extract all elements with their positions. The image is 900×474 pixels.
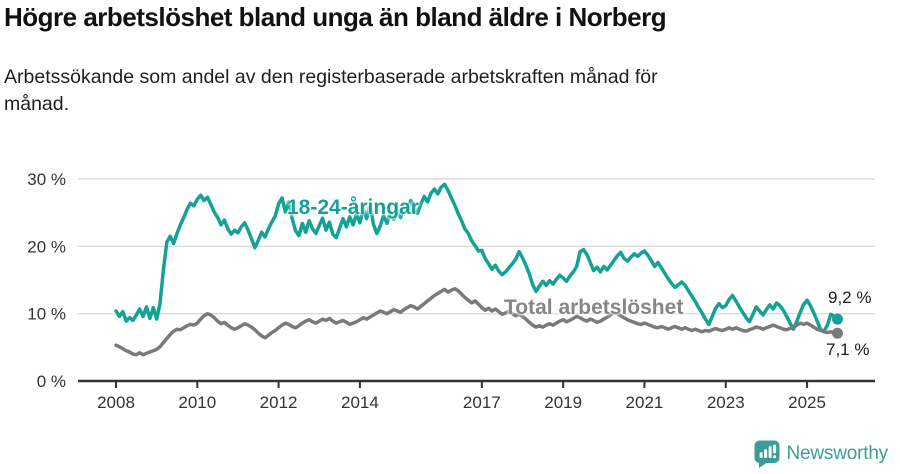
end-value-young: 9,2 % bbox=[828, 288, 872, 307]
y-axis-tick-label: 20 % bbox=[27, 237, 66, 256]
chart-subtitle: Arbetssökande som andel av den registerb… bbox=[4, 66, 658, 115]
x-axis-tick-label: 2017 bbox=[463, 393, 501, 412]
series-end-dot-1 bbox=[832, 327, 843, 339]
y-axis-tick-label: 30 % bbox=[27, 170, 66, 189]
x-axis-tick-label: 2019 bbox=[544, 393, 582, 412]
newsworthy-logo[interactable]: Newsworthy bbox=[754, 440, 888, 468]
series-line-0 bbox=[114, 182, 840, 333]
x-axis-tick-label: 2008 bbox=[97, 393, 135, 412]
x-axis-tick-label: 2014 bbox=[341, 393, 379, 412]
y-axis-tick-label: 10 % bbox=[27, 305, 66, 324]
newsworthy-wordmark: Newsworthy bbox=[786, 443, 889, 464]
x-axis-tick-label: 2025 bbox=[788, 393, 826, 412]
series-end-dot-0 bbox=[832, 313, 843, 325]
chart-title: Högre arbetslöshet bland unga än bland ä… bbox=[4, 2, 667, 32]
series-label-total: Total arbetslöshet bbox=[504, 296, 684, 319]
end-value-total: 7,1 % bbox=[826, 340, 870, 359]
x-axis-tick-label: 2021 bbox=[626, 393, 664, 412]
x-axis-tick-label: 2023 bbox=[707, 393, 745, 412]
x-axis-tick-label: 2010 bbox=[178, 393, 216, 412]
series-label-young: 18-24-åringar bbox=[287, 196, 419, 219]
series-line-1 bbox=[114, 287, 840, 357]
newsworthy-icon bbox=[754, 440, 780, 468]
y-axis-tick-label: 0 % bbox=[37, 372, 66, 391]
x-axis-tick-label: 2012 bbox=[260, 393, 298, 412]
